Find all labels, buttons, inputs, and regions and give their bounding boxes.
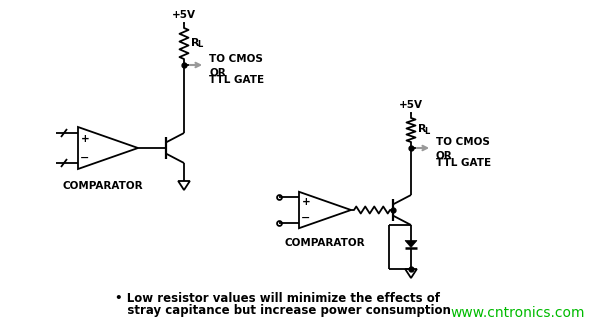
Text: −: −: [80, 152, 90, 162]
Text: www.cntronics.com: www.cntronics.com: [451, 306, 585, 320]
Text: R: R: [418, 124, 427, 134]
Text: TO CMOS: TO CMOS: [209, 54, 263, 64]
Text: COMPARATOR: COMPARATOR: [63, 181, 143, 191]
Text: TO CMOS: TO CMOS: [436, 137, 490, 147]
Polygon shape: [405, 240, 417, 247]
Text: L: L: [197, 40, 202, 49]
Text: OR: OR: [436, 151, 453, 161]
Text: +: +: [301, 197, 310, 207]
Text: +: +: [81, 134, 89, 144]
Text: L: L: [424, 127, 430, 136]
Text: TTL GATE: TTL GATE: [209, 75, 264, 85]
Text: +5V: +5V: [172, 10, 196, 20]
Text: +5V: +5V: [399, 100, 423, 110]
Text: TTL GATE: TTL GATE: [436, 158, 491, 168]
Text: R: R: [191, 37, 199, 47]
Text: • Low resistor values will minimize the effects of: • Low resistor values will minimize the …: [115, 292, 440, 305]
Text: stray capitance but increase power consumption: stray capitance but increase power consu…: [115, 304, 451, 317]
Text: −: −: [301, 213, 311, 223]
Text: COMPARATOR: COMPARATOR: [285, 238, 365, 248]
Text: OR: OR: [209, 68, 226, 78]
